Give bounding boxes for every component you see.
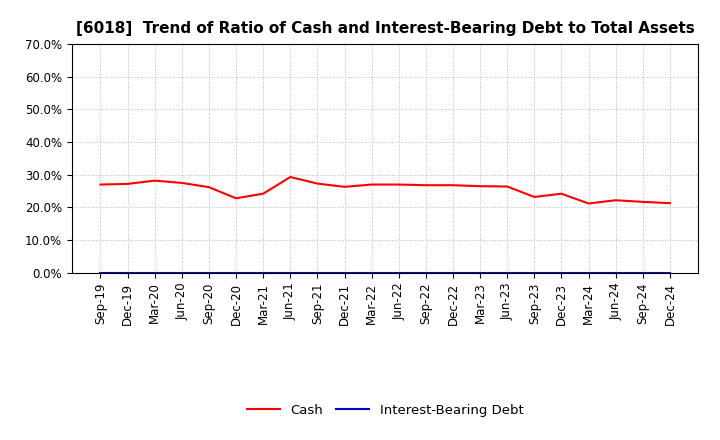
Cash — [584, 201, 593, 206]
Interest-Bearing Debt — [639, 270, 647, 275]
Cash — [665, 201, 674, 206]
Interest-Bearing Debt — [204, 270, 213, 275]
Title: [6018]  Trend of Ratio of Cash and Interest-Bearing Debt to Total Assets: [6018] Trend of Ratio of Cash and Intere… — [76, 21, 695, 36]
Cash — [259, 191, 268, 196]
Interest-Bearing Debt — [341, 270, 349, 275]
Cash — [421, 183, 430, 188]
Interest-Bearing Debt — [503, 270, 511, 275]
Interest-Bearing Debt — [530, 270, 539, 275]
Cash — [611, 198, 620, 203]
Cash — [341, 184, 349, 190]
Interest-Bearing Debt — [665, 270, 674, 275]
Interest-Bearing Debt — [395, 270, 403, 275]
Interest-Bearing Debt — [584, 270, 593, 275]
Cash — [503, 184, 511, 189]
Cash — [557, 191, 566, 196]
Interest-Bearing Debt — [150, 270, 159, 275]
Cash — [530, 194, 539, 200]
Interest-Bearing Debt — [123, 270, 132, 275]
Cash — [639, 199, 647, 205]
Interest-Bearing Debt — [476, 270, 485, 275]
Interest-Bearing Debt — [611, 270, 620, 275]
Cash — [313, 181, 322, 186]
Legend: Cash, Interest-Bearing Debt: Cash, Interest-Bearing Debt — [241, 398, 529, 422]
Interest-Bearing Debt — [178, 270, 186, 275]
Cash — [178, 180, 186, 186]
Interest-Bearing Debt — [557, 270, 566, 275]
Interest-Bearing Debt — [96, 270, 105, 275]
Interest-Bearing Debt — [421, 270, 430, 275]
Cash — [204, 184, 213, 190]
Interest-Bearing Debt — [367, 270, 376, 275]
Cash — [286, 174, 294, 180]
Line: Cash: Cash — [101, 177, 670, 204]
Interest-Bearing Debt — [259, 270, 268, 275]
Cash — [123, 181, 132, 187]
Cash — [150, 178, 159, 183]
Cash — [96, 182, 105, 187]
Cash — [367, 182, 376, 187]
Interest-Bearing Debt — [449, 270, 457, 275]
Cash — [449, 183, 457, 188]
Cash — [476, 183, 485, 189]
Interest-Bearing Debt — [232, 270, 240, 275]
Cash — [232, 196, 240, 201]
Interest-Bearing Debt — [286, 270, 294, 275]
Interest-Bearing Debt — [313, 270, 322, 275]
Cash — [395, 182, 403, 187]
